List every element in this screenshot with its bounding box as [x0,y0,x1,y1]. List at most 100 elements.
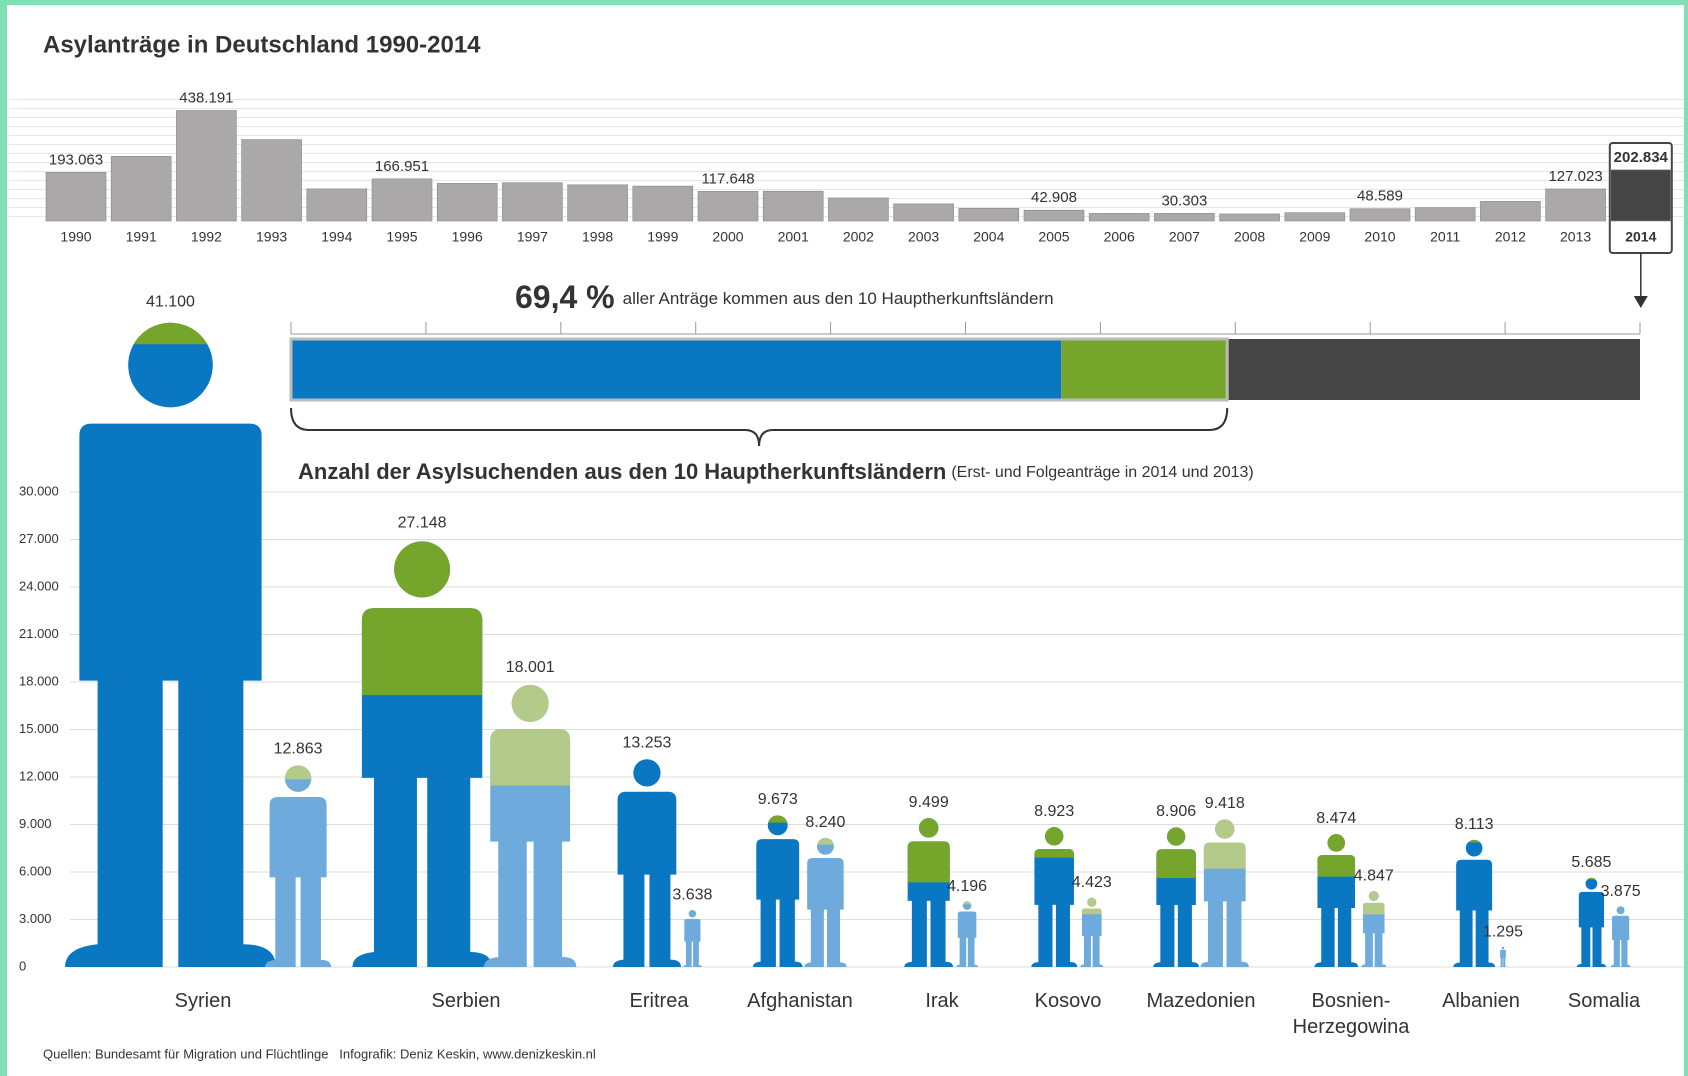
title: Anzahl der Asylsuchenden aus den 10 Haup… [298,459,946,484]
bar [828,198,888,221]
person [1080,898,1103,967]
bar [1024,210,1084,221]
follow-part [1566,877,1616,879]
x-tick-label: Serbien [396,988,536,1014]
y-tick-label: 18.000 [19,673,59,688]
value-label: 4.847 [1354,867,1394,884]
x-tick-label: 2006 [1104,229,1135,245]
value-label: 117.648 [701,170,754,187]
x-tick-label: 2002 [843,229,874,245]
person [265,765,331,967]
person [1500,947,1507,967]
bar [1480,201,1540,221]
follow-part [789,837,862,845]
x-tick-label: 1993 [256,229,287,245]
person [352,541,491,967]
value-label: 41.100 [146,293,195,310]
value-label: 42.908 [1031,189,1077,206]
y-tick-label: 24.000 [19,578,59,593]
bar [1350,209,1410,221]
x-tick-label: 1997 [517,229,548,245]
follow-part [1015,826,1094,858]
person [804,838,846,967]
bar [959,208,1019,221]
follow-part [887,817,971,883]
y-tick-label: 9.000 [19,816,52,831]
bar [698,191,758,221]
value-label: 48.589 [1357,188,1403,205]
value-label: 166.951 [375,158,429,175]
x-tick-label: Somalia [1534,988,1674,1014]
page: Asylanträge in Deutschland 1990-2014 69,… [0,0,1688,1076]
follow-part [1137,826,1216,878]
segment [1061,339,1227,400]
x-tick-label: 2013 [1560,229,1591,245]
value-label: 3.875 [1601,883,1641,900]
follow-part [1603,906,1637,907]
brace [291,408,1227,446]
bar [894,204,954,221]
bar [111,156,171,221]
follow-part [588,757,706,758]
person [1315,834,1358,967]
person [613,759,681,967]
person [65,323,276,967]
x-tick-label: 1992 [191,229,222,245]
value-label: 202.834 [1614,149,1669,166]
person [1611,906,1631,967]
y-tick-label: 27.000 [19,531,59,546]
x-tick-label: 2014 [1625,229,1656,245]
x-tick-label: 2003 [908,229,939,245]
x-tick-label: 1998 [582,229,613,245]
bar [176,110,236,221]
share-text: 69,4 %aller Anträge kommen aus den 10 Ha… [515,279,1054,315]
x-tick-label: 1991 [126,229,157,245]
bar [372,179,432,221]
value-label: 8.474 [1316,810,1356,827]
person [1201,819,1249,967]
x-tick-label: 1999 [647,229,678,245]
bar [437,183,497,221]
bar [568,185,628,221]
subtitle: (Erst- und Folgeanträge in 2014 und 2013… [951,464,1253,481]
bar [1154,213,1214,221]
x-tick-label: 1990 [60,229,91,245]
bar [1089,213,1149,221]
value-label: 5.685 [1571,854,1611,871]
bar [502,183,562,221]
person [1153,827,1199,967]
share-caption: aller Anträge kommen aus den 10 Haupther… [623,289,1054,308]
value-label: 3.638 [672,887,712,904]
y-tick-label: 30.000 [19,483,59,498]
y-tick-label: 0 [19,958,26,973]
follow-part [948,901,985,905]
follow-part [1438,839,1510,843]
x-tick-label: Irak [872,988,1012,1014]
value-label: 9.499 [909,794,949,811]
value-label: 9.418 [1205,795,1245,812]
segment [1227,339,1640,400]
value-label: 4.423 [1072,874,1112,891]
value-label: 127.023 [1548,168,1602,185]
follow-part [1352,890,1395,914]
x-tick-label: Afghanistan [730,988,870,1014]
y-tick-label: 6.000 [19,863,52,878]
x-tick-label: 1996 [452,229,483,245]
person [956,901,978,967]
x-tick-label: Eritrea [589,988,729,1014]
x-tick-label: Mazedonien [1131,988,1271,1014]
y-tick-label: 21.000 [19,626,59,641]
x-tick-label: Bosnien-Herzegowina [1281,988,1421,1040]
value-label: 9.673 [758,791,798,808]
x-tick-label: 1995 [386,229,417,245]
bar [763,191,823,221]
value-label: 30.303 [1161,192,1207,209]
x-tick-label: 2008 [1234,229,1265,245]
y-tick-label: 3.000 [19,911,52,926]
bar [1611,170,1671,221]
x-tick-label: 2007 [1169,229,1200,245]
x-tick-label: 2004 [973,229,1004,245]
bar [46,172,106,221]
pictogram-title: Anzahl der Asylsuchenden aus den 10 Haup… [298,459,1254,484]
x-tick-label: 2000 [712,229,743,245]
